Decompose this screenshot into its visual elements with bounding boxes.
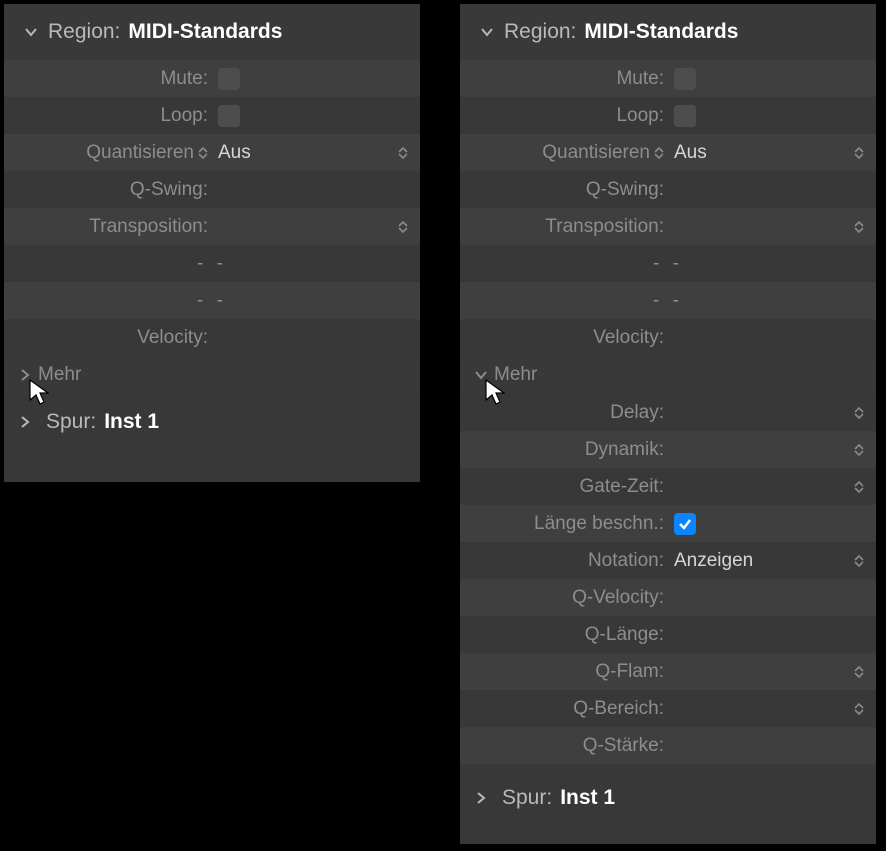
- quantize-row[interactable]: Quantisieren Aus: [460, 134, 876, 171]
- laenge-row: Länge beschn.:: [460, 505, 876, 542]
- transposition-row[interactable]: Transposition:: [460, 208, 876, 245]
- notation-label: Notation:: [460, 550, 670, 572]
- delay-label: Delay:: [460, 402, 670, 424]
- disclosure-down-icon: [472, 366, 490, 384]
- updown-icon: [854, 555, 864, 567]
- loop-checkbox[interactable]: [674, 105, 696, 127]
- qlaenge-row[interactable]: Q-Länge:: [460, 616, 876, 653]
- qswing-label: Q-Swing:: [4, 179, 214, 201]
- updown-icon: [854, 407, 864, 419]
- updown-icon: [854, 221, 864, 233]
- laenge-checkbox[interactable]: [674, 513, 696, 535]
- notation-row[interactable]: Notation: Anzeigen: [460, 542, 876, 579]
- mehr-label: Mehr: [494, 364, 537, 386]
- region-value: MIDI-Standards: [128, 20, 282, 44]
- disclosure-right-icon: [16, 366, 34, 384]
- transposition-row[interactable]: Transposition:: [4, 208, 420, 245]
- mehr-toggle[interactable]: Mehr: [460, 356, 876, 394]
- velocity-row[interactable]: Velocity:: [460, 319, 876, 356]
- velocity-row[interactable]: Velocity:: [4, 319, 420, 356]
- qbereich-row[interactable]: Q-Bereich:: [460, 690, 876, 727]
- gatezeit-label: Gate-Zeit:: [460, 476, 670, 498]
- dash-row: - -: [4, 282, 420, 319]
- dash-row: - -: [4, 245, 420, 282]
- dynamik-label: Dynamik:: [460, 439, 670, 461]
- mehr-label: Mehr: [38, 364, 81, 386]
- updown-icon: [654, 147, 664, 159]
- dynamik-row[interactable]: Dynamik:: [460, 431, 876, 468]
- transposition-label: Transposition:: [4, 216, 214, 238]
- qswing-row[interactable]: Q-Swing:: [460, 171, 876, 208]
- updown-icon: [854, 481, 864, 493]
- quantize-label: Quantisieren: [86, 142, 194, 164]
- mute-label: Mute:: [460, 68, 670, 90]
- qflam-row[interactable]: Q-Flam:: [460, 653, 876, 690]
- updown-icon: [854, 147, 864, 159]
- region-header[interactable]: Region: MIDI-Standards: [4, 4, 420, 60]
- mute-label: Mute:: [4, 68, 214, 90]
- velocity-label: Velocity:: [4, 327, 214, 349]
- transposition-label: Transposition:: [460, 216, 670, 238]
- inspector-panel-collapsed: Region: MIDI-Standards Mute: Loop: Quant…: [4, 4, 420, 482]
- quantize-row[interactable]: Quantisieren Aus: [4, 134, 420, 171]
- updown-icon: [854, 703, 864, 715]
- qvelocity-row[interactable]: Q-Velocity:: [460, 579, 876, 616]
- updown-icon: [854, 666, 864, 678]
- updown-icon: [198, 147, 208, 159]
- laenge-label: Länge beschn.:: [460, 513, 670, 535]
- mehr-toggle[interactable]: Mehr: [4, 356, 420, 394]
- qflam-label: Q-Flam:: [460, 661, 670, 683]
- qlaenge-label: Q-Länge:: [460, 624, 670, 646]
- spur-header[interactable]: Spur: Inst 1: [4, 394, 420, 450]
- velocity-label: Velocity:: [460, 327, 670, 349]
- loop-checkbox[interactable]: [218, 105, 240, 127]
- spur-value: Inst 1: [560, 786, 615, 810]
- disclosure-right-icon: [16, 413, 34, 431]
- qswing-label: Q-Swing:: [460, 179, 670, 201]
- mute-row: Mute:: [4, 60, 420, 97]
- loop-row: Loop:: [460, 97, 876, 134]
- dash-row: - -: [460, 245, 876, 282]
- spur-label: Spur:: [502, 786, 552, 810]
- qvelocity-label: Q-Velocity:: [460, 587, 670, 609]
- loop-label: Loop:: [460, 105, 670, 127]
- qswing-row[interactable]: Q-Swing:: [4, 171, 420, 208]
- mute-checkbox[interactable]: [218, 68, 240, 90]
- region-header[interactable]: Region: MIDI-Standards: [460, 4, 876, 60]
- region-label: Region:: [48, 20, 120, 44]
- updown-icon: [398, 147, 408, 159]
- qbereich-label: Q-Bereich:: [460, 698, 670, 720]
- spur-label: Spur:: [46, 410, 96, 434]
- mute-row: Mute:: [460, 60, 876, 97]
- disclosure-right-icon: [472, 789, 490, 807]
- updown-icon: [398, 221, 408, 233]
- mute-checkbox[interactable]: [674, 68, 696, 90]
- disclosure-down-icon: [22, 23, 40, 41]
- region-value: MIDI-Standards: [584, 20, 738, 44]
- qstaerke-row[interactable]: Q-Stärke:: [460, 727, 876, 764]
- updown-icon: [854, 444, 864, 456]
- loop-row: Loop:: [4, 97, 420, 134]
- inspector-panel-expanded: Region: MIDI-Standards Mute: Loop: Quant…: [460, 4, 876, 844]
- quantize-value: Aus: [674, 142, 707, 164]
- delay-row[interactable]: Delay:: [460, 394, 876, 431]
- region-label: Region:: [504, 20, 576, 44]
- disclosure-down-icon: [478, 23, 496, 41]
- qstaerke-label: Q-Stärke:: [460, 735, 670, 757]
- dash-row: - -: [460, 282, 876, 319]
- notation-value: Anzeigen: [674, 550, 753, 572]
- quantize-value: Aus: [218, 142, 251, 164]
- loop-label: Loop:: [4, 105, 214, 127]
- quantize-label: Quantisieren: [542, 142, 650, 164]
- spur-value: Inst 1: [104, 410, 159, 434]
- spur-header[interactable]: Spur: Inst 1: [460, 770, 876, 826]
- gatezeit-row[interactable]: Gate-Zeit:: [460, 468, 876, 505]
